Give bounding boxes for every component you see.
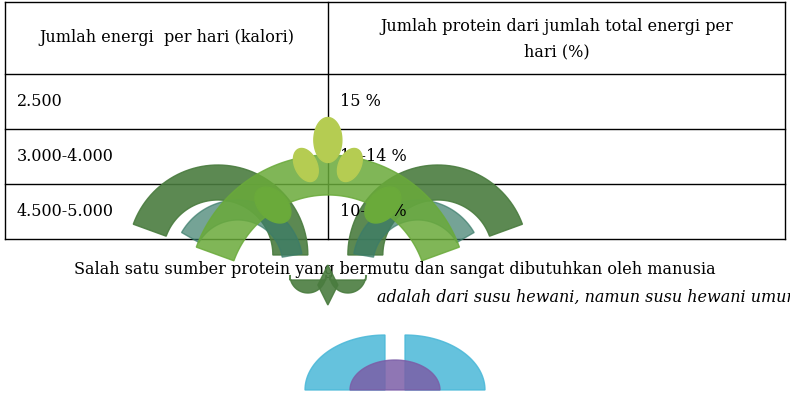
Polygon shape	[330, 275, 366, 293]
Polygon shape	[182, 200, 302, 257]
Polygon shape	[196, 155, 460, 261]
Polygon shape	[405, 335, 485, 390]
Text: Salah satu sumber protein yang bermutu dan sangat dibutuhkan oleh manusia: Salah satu sumber protein yang bermutu d…	[74, 260, 716, 278]
Polygon shape	[255, 187, 291, 223]
Polygon shape	[318, 265, 338, 305]
Text: 10-12 %: 10-12 %	[340, 203, 407, 220]
Text: Jumlah protein dari jumlah total energi per: Jumlah protein dari jumlah total energi …	[380, 18, 733, 35]
Polygon shape	[134, 165, 308, 255]
Text: Jumlah energi  per hari (kalori): Jumlah energi per hari (kalori)	[39, 29, 294, 47]
Polygon shape	[314, 118, 342, 163]
Text: 13-14 %: 13-14 %	[340, 148, 407, 165]
Polygon shape	[305, 335, 385, 390]
Polygon shape	[354, 200, 474, 257]
Text: 15 %: 15 %	[340, 93, 381, 110]
Polygon shape	[350, 360, 440, 390]
Polygon shape	[293, 149, 318, 181]
Polygon shape	[365, 187, 401, 223]
Polygon shape	[348, 165, 522, 255]
Polygon shape	[337, 149, 363, 181]
Text: 2.500: 2.500	[17, 93, 62, 110]
Polygon shape	[290, 275, 325, 293]
Text: hari (%): hari (%)	[524, 43, 589, 60]
Text: adalah dari susu hewani, namun susu hewani umumnya memiliki harga yang: adalah dari susu hewani, namun susu hewa…	[377, 289, 790, 305]
Text: 4.500-5.000: 4.500-5.000	[17, 203, 114, 220]
Text: 3.000-4.000: 3.000-4.000	[17, 148, 114, 165]
